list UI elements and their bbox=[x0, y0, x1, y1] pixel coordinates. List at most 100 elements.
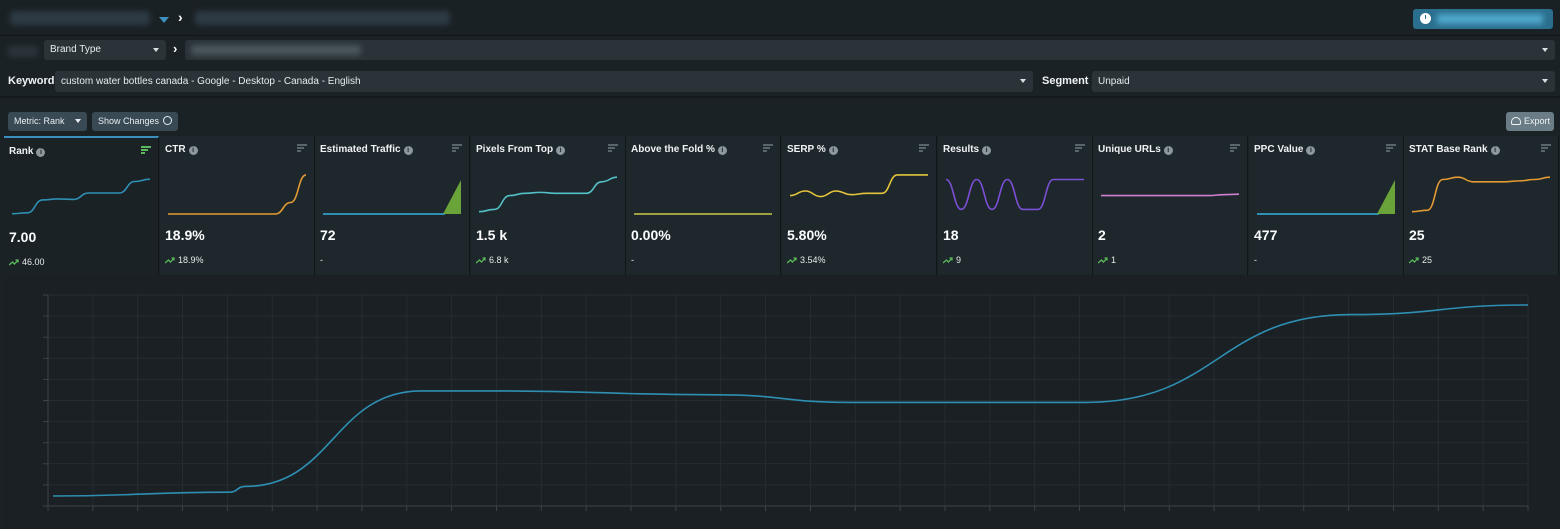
chevron-down-icon bbox=[1020, 79, 1026, 83]
cloud-download-icon bbox=[1511, 117, 1521, 125]
keyword-segment-row: Keyword custom water bottles canada - Go… bbox=[0, 68, 1560, 98]
chevron-down-icon bbox=[153, 48, 159, 52]
rank-line-chart bbox=[43, 294, 1529, 511]
metric-sparkline bbox=[945, 178, 1084, 211]
info-icon[interactable]: i bbox=[556, 146, 566, 155]
metric-sparkline bbox=[1100, 193, 1240, 197]
info-icon[interactable]: i bbox=[828, 146, 838, 155]
info-icon[interactable]: i bbox=[982, 146, 992, 155]
info-icon[interactable]: i bbox=[717, 146, 727, 155]
sort-icon[interactable] bbox=[1386, 144, 1396, 153]
sort-icon[interactable] bbox=[452, 144, 462, 153]
date-range-button[interactable] bbox=[1413, 9, 1553, 29]
site-selector[interactable] bbox=[195, 11, 450, 25]
chevron-down-icon[interactable] bbox=[159, 17, 169, 23]
segment-label: Segment bbox=[1042, 75, 1089, 87]
chevron-right-icon: › bbox=[173, 41, 178, 56]
segment-value: Unpaid bbox=[1098, 76, 1130, 87]
info-icon[interactable]: i bbox=[188, 146, 198, 155]
trending-up-icon bbox=[1098, 257, 1108, 264]
sort-icon[interactable] bbox=[919, 144, 929, 153]
metric-card-stat-base-rank[interactable]: STAT Base Rank i 25 25 bbox=[1404, 136, 1559, 275]
metric-card-value: 1.5 k bbox=[476, 227, 508, 243]
chevron-right-icon: › bbox=[178, 9, 183, 25]
metric-card-change-value: - bbox=[320, 255, 323, 265]
metric-card-title-text: STAT Base Rank bbox=[1409, 144, 1488, 155]
metric-card-change: 3.54% bbox=[787, 255, 826, 265]
sort-icon[interactable] bbox=[1541, 144, 1551, 153]
toggle-circle-icon bbox=[163, 116, 173, 125]
project-selector[interactable] bbox=[10, 11, 150, 25]
metric-card-title: PPC Value i bbox=[1254, 144, 1316, 155]
export-button[interactable]: Export bbox=[1506, 112, 1554, 131]
brand-type-label: Brand Type bbox=[50, 44, 101, 55]
metric-card-change-value: - bbox=[631, 255, 634, 265]
breadcrumb-filter-row: Brand Type › bbox=[0, 37, 1560, 67]
metric-card-value: 7.00 bbox=[9, 229, 37, 245]
sort-icon[interactable] bbox=[608, 144, 618, 153]
top-bar: › bbox=[0, 0, 1560, 36]
metric-card-change: - bbox=[631, 255, 634, 265]
segment-select[interactable]: Unpaid bbox=[1092, 71, 1555, 92]
keyword-select[interactable]: custom water bottles canada - Google - D… bbox=[55, 71, 1033, 92]
metric-card-title-text: Estimated Traffic bbox=[320, 144, 401, 155]
info-icon[interactable]: i bbox=[1490, 146, 1500, 155]
info-icon[interactable]: i bbox=[1163, 146, 1173, 155]
metric-card-change: 6.8 k bbox=[476, 255, 509, 265]
brand-type-select[interactable]: Brand Type bbox=[44, 40, 166, 60]
sort-icon[interactable] bbox=[297, 144, 307, 153]
keyword-value: custom water bottles canada - Google - D… bbox=[61, 76, 361, 87]
metric-card-title-text: Above the Fold % bbox=[631, 144, 715, 155]
info-icon[interactable]: i bbox=[403, 146, 413, 155]
metric-card-ctr[interactable]: CTR i 18.9% 18.9% bbox=[160, 136, 315, 275]
metric-sparkline bbox=[633, 213, 772, 215]
metric-card-value: 0.00% bbox=[631, 227, 671, 243]
sort-icon[interactable] bbox=[1230, 144, 1240, 153]
metric-card-value: 2 bbox=[1098, 227, 1106, 243]
sparkline-series bbox=[11, 178, 151, 215]
clock-icon bbox=[1420, 13, 1431, 24]
chevron-down-icon bbox=[75, 119, 81, 123]
metric-card-title: Above the Fold % i bbox=[631, 144, 727, 155]
metric-card-rank[interactable]: Rank i 7.00 46.00 bbox=[4, 136, 159, 275]
metric-card-change-value: 1 bbox=[1111, 255, 1117, 265]
metric-card-change: - bbox=[320, 255, 323, 265]
sparkline-area bbox=[1377, 180, 1395, 214]
metric-card-results[interactable]: Results i 18 9 bbox=[938, 136, 1093, 275]
metric-card-title: Results i bbox=[943, 144, 992, 155]
info-icon[interactable]: i bbox=[36, 148, 46, 157]
show-changes-toggle[interactable]: Show Changes bbox=[92, 112, 179, 131]
show-changes-label: Show Changes bbox=[98, 116, 160, 126]
metric-cards: Rank i 7.00 46.00 CTR i 18.9% 18.9% Estimated Tr… bbox=[4, 136, 1560, 275]
metric-card-change: 1 bbox=[1098, 255, 1116, 265]
metric-card-value: 72 bbox=[320, 227, 336, 243]
metric-card-above-the-fold-[interactable]: Above the Fold % i 0.00% - bbox=[626, 136, 781, 275]
metric-card-pixels-from-top[interactable]: Pixels From Top i 1.5 k 6.8 k bbox=[471, 136, 626, 275]
metric-card-value: 18 bbox=[943, 227, 959, 243]
metric-card-title-text: SERP % bbox=[787, 144, 826, 155]
metric-card-title: STAT Base Rank i bbox=[1409, 144, 1500, 155]
sort-icon[interactable] bbox=[763, 144, 773, 153]
metric-select[interactable]: Metric: Rank bbox=[8, 112, 87, 131]
metric-card-ppc-value[interactable]: PPC Value i 477 - bbox=[1249, 136, 1404, 275]
chevron-down-icon bbox=[1542, 48, 1548, 52]
metric-card-estimated-traffic[interactable]: Estimated Traffic i 72 - bbox=[315, 136, 470, 275]
filter-label-blurred bbox=[8, 46, 38, 57]
metric-card-title: Unique URLs i bbox=[1098, 144, 1173, 155]
rank-chart bbox=[4, 275, 1560, 529]
info-icon[interactable]: i bbox=[1306, 146, 1316, 155]
metric-card-value: 25 bbox=[1409, 227, 1425, 243]
trending-up-icon bbox=[9, 259, 19, 266]
metric-card-title-text: PPC Value bbox=[1254, 144, 1304, 155]
sort-icon[interactable] bbox=[141, 146, 151, 155]
rank-series-line bbox=[52, 304, 1529, 497]
metric-sparkline bbox=[167, 174, 307, 215]
path-select[interactable] bbox=[185, 40, 1555, 60]
metric-card-unique-urls[interactable]: Unique URLs i 2 1 bbox=[1093, 136, 1248, 275]
metric-card-serp-[interactable]: SERP % i 5.80% 3.54% bbox=[782, 136, 937, 275]
metric-card-change-value: 46.00 bbox=[22, 257, 45, 267]
metric-card-title-text: Results bbox=[943, 144, 980, 155]
metric-sparkline bbox=[11, 178, 151, 215]
metric-card-title-text: Pixels From Top bbox=[476, 144, 554, 155]
sort-icon[interactable] bbox=[1075, 144, 1085, 153]
